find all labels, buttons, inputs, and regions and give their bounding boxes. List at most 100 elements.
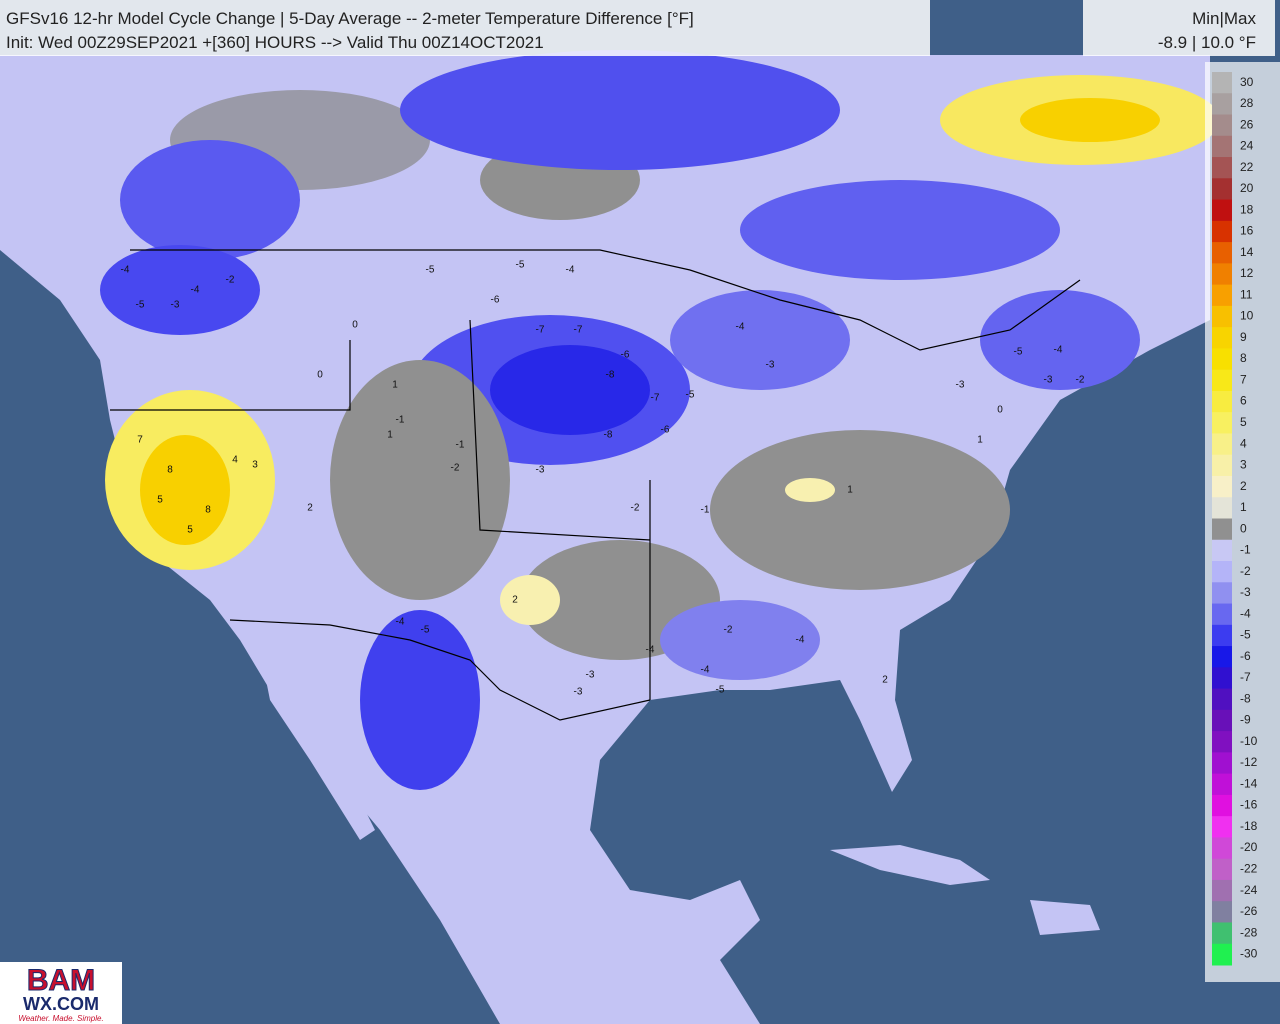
colorbar-label: 0 — [1240, 521, 1247, 535]
map-value-label: -4 — [566, 265, 575, 276]
map-value-label: 2 — [882, 675, 888, 686]
colorbar-swatch — [1212, 72, 1232, 94]
colorbar-swatch — [1212, 709, 1232, 732]
colorbar-label: -16 — [1240, 798, 1258, 812]
map-value-label: -7 — [536, 325, 545, 336]
colorbar-swatch — [1212, 199, 1232, 222]
colorbar-swatch — [1212, 773, 1232, 796]
map-value-label: 5 — [187, 525, 193, 536]
minmax-box — [1083, 0, 1275, 56]
map-value-label: -7 — [651, 393, 660, 404]
colorbar-label: 8 — [1240, 351, 1247, 365]
map-value-label: -5 — [1014, 347, 1023, 358]
map-value-label: -3 — [586, 670, 595, 681]
colorbar-label: 6 — [1240, 394, 1247, 408]
colorbar-swatch — [1212, 688, 1232, 711]
map-value-label: -8 — [606, 370, 615, 381]
map-value-label: -4 — [646, 645, 655, 656]
colorbar-swatch — [1212, 475, 1232, 498]
map-value-label: 0 — [317, 370, 323, 381]
land — [0, 50, 1220, 1024]
colorbar-label: 26 — [1240, 117, 1254, 131]
colorbar-swatch — [1212, 412, 1232, 434]
map-value-label: -4 — [1054, 345, 1063, 356]
colorbar-label: -26 — [1240, 904, 1258, 918]
map-value-label: -6 — [491, 295, 500, 306]
colorbar-swatch — [1212, 624, 1232, 647]
colorbar-label: 1 — [1240, 500, 1247, 514]
colorbar-label: 14 — [1240, 245, 1254, 259]
colorbar-label: 7 — [1240, 372, 1247, 386]
map-value-label: 0 — [997, 405, 1003, 416]
colorbar-label: -18 — [1240, 819, 1258, 833]
colorbar-label: -30 — [1240, 947, 1258, 961]
minmax-value: -8.9 | 10.0 °F — [1158, 33, 1256, 52]
map-value-label: -5 — [686, 390, 695, 401]
map-value-label: 7 — [137, 435, 143, 446]
map-value-label: -5 — [426, 265, 435, 276]
map-value-label: 2 — [307, 503, 313, 514]
map-value-label: 1 — [392, 380, 398, 391]
colorbar-label: 12 — [1240, 266, 1254, 280]
map-value-label: -4 — [736, 322, 745, 333]
colorbar-swatch — [1212, 816, 1232, 838]
map-value-label: -5 — [421, 625, 430, 636]
logo-middle: WX.COM — [23, 994, 99, 1014]
colorbar-label: 18 — [1240, 202, 1254, 216]
colorbar-label: -6 — [1240, 649, 1251, 663]
map-value-label: -5 — [136, 300, 145, 311]
map-value-label: -1 — [456, 440, 465, 451]
colorbar-label: -1 — [1240, 543, 1251, 557]
logo-tagline: Weather. Made. Simple. — [18, 1014, 103, 1023]
map-value-label: -1 — [396, 415, 405, 426]
colorbar-label: 22 — [1240, 160, 1254, 174]
colorbar-label: -8 — [1240, 691, 1251, 705]
map-value-label: -4 — [121, 265, 130, 276]
colorbar-label: -14 — [1240, 776, 1258, 790]
colorbar-swatch — [1212, 561, 1232, 583]
colorbar-swatch — [1212, 837, 1232, 860]
colorbar-swatch — [1212, 582, 1232, 605]
colorbar-swatch — [1212, 433, 1232, 456]
colorbar-label: -7 — [1240, 670, 1251, 684]
colorbar-label: -20 — [1240, 840, 1258, 854]
colorbar-label: -2 — [1240, 564, 1251, 578]
colorbar-label: 20 — [1240, 181, 1254, 195]
colorbar-swatch — [1212, 879, 1232, 902]
map-value-label: -4 — [701, 665, 710, 676]
map-value-label: -6 — [621, 350, 630, 361]
map-value-label: 3 — [252, 460, 258, 471]
map-value-label: 1 — [977, 435, 983, 446]
map-value-label: -4 — [396, 617, 405, 628]
colorbar-swatch — [1212, 667, 1232, 690]
map-value-label: -2 — [451, 463, 460, 474]
colorbar-label: -9 — [1240, 713, 1251, 727]
colorbar-swatch — [1212, 348, 1232, 371]
map-value-label: -2 — [226, 275, 235, 286]
map-value-label: -3 — [171, 300, 180, 311]
map-value-label: -3 — [1044, 375, 1053, 386]
colorbar-swatch — [1212, 646, 1232, 668]
colorbar-swatch — [1212, 901, 1232, 923]
colorbar-label: -10 — [1240, 734, 1258, 748]
map-subtitle: Init: Wed 00Z29SEP2021 +[360] HOURS --> … — [6, 33, 544, 52]
colorbar-label: -22 — [1240, 861, 1258, 875]
colorbar-label: 5 — [1240, 415, 1247, 429]
map-value-label: 8 — [205, 505, 211, 516]
colorbar-swatch — [1212, 539, 1232, 562]
logo-box — [0, 962, 122, 1024]
colorbar-label: 10 — [1240, 309, 1254, 323]
colorbar-swatch — [1212, 135, 1232, 158]
borders — [110, 249, 1081, 721]
colorbar-label: 4 — [1240, 436, 1247, 450]
map-value-label: -4 — [796, 635, 805, 646]
colorbar-label: 16 — [1240, 224, 1254, 238]
colorbar-label: 30 — [1240, 75, 1254, 89]
map-value-label: -2 — [631, 503, 640, 514]
map-title: GFSv16 12-hr Model Cycle Change | 5-Day … — [6, 9, 694, 28]
map-value-label: 2 — [512, 595, 518, 606]
map-value-label: -5 — [716, 685, 725, 696]
colorbar-label: 3 — [1240, 458, 1247, 472]
colorbar-swatch — [1212, 497, 1232, 519]
